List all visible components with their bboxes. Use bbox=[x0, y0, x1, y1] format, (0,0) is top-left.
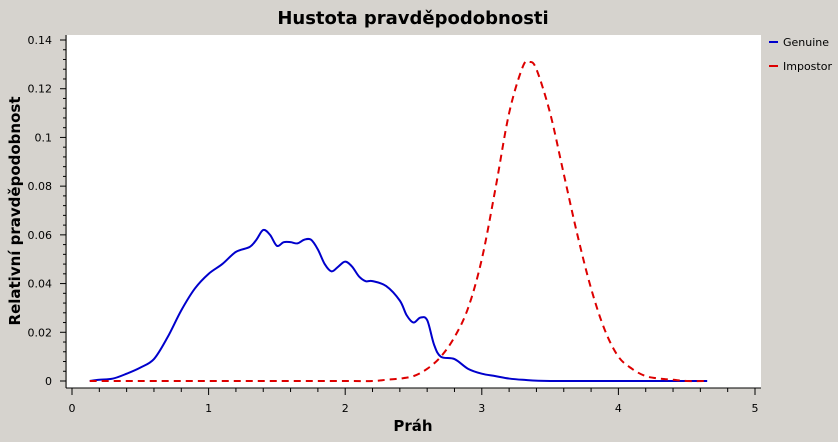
y-tick-label: 0.02 bbox=[28, 326, 53, 339]
x-axis-label: Práh bbox=[393, 417, 432, 435]
chart-title: Hustota pravděpodobnosti bbox=[277, 8, 548, 29]
y-tick-label: 0.04 bbox=[28, 278, 53, 291]
x-tick-label: 5 bbox=[752, 402, 759, 415]
x-tick-label: 2 bbox=[342, 402, 349, 415]
y-tick-label: 0.1 bbox=[35, 131, 53, 144]
legend-label-genuine: Genuine bbox=[783, 36, 829, 49]
x-tick-label: 0 bbox=[69, 402, 76, 415]
y-axis-label: Relativní pravděpodobnost bbox=[6, 97, 24, 326]
x-tick-label: 1 bbox=[205, 402, 212, 415]
y-tick-label: 0.08 bbox=[28, 180, 53, 193]
y-tick-label: 0 bbox=[45, 375, 52, 388]
plot-area bbox=[67, 35, 761, 388]
legend-label-impostor: Impostor bbox=[783, 60, 832, 73]
y-tick-label: 0.12 bbox=[28, 83, 53, 96]
y-tick-label: 0.06 bbox=[28, 229, 53, 242]
series-line-impostor bbox=[89, 60, 708, 383]
x-tick-label: 3 bbox=[478, 402, 485, 415]
legend: Genuine Impostor bbox=[769, 36, 832, 73]
x-tick-label: 4 bbox=[615, 402, 622, 415]
series-line-genuine bbox=[89, 228, 708, 383]
y-tick-label: 0.14 bbox=[28, 34, 53, 47]
